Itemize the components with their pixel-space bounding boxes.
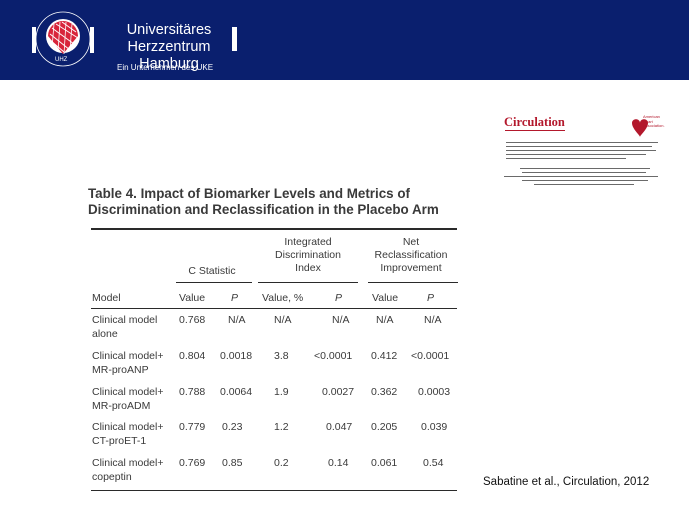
- table-cell: 0.779: [179, 421, 206, 433]
- article-text-line: [506, 142, 658, 144]
- table-cell: 0.0064: [220, 386, 253, 398]
- row-label: Clinical model+ MR-proANP: [92, 350, 164, 376]
- header-c-statistic: C Statistic: [188, 265, 236, 277]
- table-cell: 0.14: [328, 457, 349, 469]
- table-cell: 0.804: [179, 350, 206, 362]
- table-cell: 0.047: [326, 421, 353, 433]
- table-cell: N/A: [332, 314, 350, 326]
- table-cell: 1.2: [274, 421, 289, 433]
- table-cell: <0.0001: [411, 350, 450, 362]
- col-header-p: P: [231, 292, 239, 304]
- logo-abbreviation: UHZ: [55, 57, 68, 63]
- header-nri: Net Reclassification Improvement: [374, 236, 448, 274]
- citation: Sabatine et al., Circulation, 2012: [483, 476, 650, 488]
- table-cell: N/A: [376, 314, 394, 326]
- heart-torch-icon: [632, 119, 648, 137]
- uhz-logo: [32, 11, 94, 67]
- col-header-value: Value: [372, 292, 399, 304]
- table-cell: 0.85: [222, 457, 243, 469]
- table-cell: 0.205: [371, 421, 398, 433]
- table-cell: N/A: [424, 314, 442, 326]
- table-cell: 0.54: [423, 457, 444, 469]
- table-cell: 0.0018: [220, 350, 253, 362]
- journal-header-thumbnail: Circulation American Heart Association.: [498, 108, 668, 196]
- table-cell: 0.362: [371, 386, 398, 398]
- table-cell: 0.2: [274, 457, 289, 469]
- col-header-value: Value: [179, 292, 206, 304]
- table-cell: 0.061: [371, 457, 398, 469]
- header-idi: Integrated Discrimination Index: [275, 236, 341, 274]
- table-cell: 3.8: [274, 350, 289, 362]
- table-cell: 1.9: [274, 386, 289, 398]
- article-text-line: [522, 172, 646, 174]
- table-top-rule: [91, 228, 457, 230]
- table-title: Table 4. Impact of Biomarker Levels and …: [88, 186, 439, 217]
- journal-underline: [505, 130, 565, 131]
- col-header-model: Model: [92, 292, 121, 304]
- table-cell: N/A: [228, 314, 246, 326]
- article-text-line: [506, 146, 652, 148]
- table-cell: 0.768: [179, 314, 206, 326]
- group-rule-nri: [368, 282, 458, 283]
- row-label: Clinical model+ CT-proET-1: [92, 421, 164, 447]
- row-label: Clinical model+ copeptin: [92, 457, 164, 483]
- table-cell: N/A: [274, 314, 292, 326]
- row-label: Clinical model alone: [92, 314, 158, 340]
- table-cell: 0.0003: [418, 386, 451, 398]
- table-cell: <0.0001: [314, 350, 353, 362]
- journal-name: Circulation: [504, 115, 565, 129]
- table-bottom-rule: [91, 490, 457, 491]
- table-cell: 0.0027: [322, 386, 355, 398]
- row-label: Clinical model+ MR-proADM: [92, 386, 164, 412]
- header-rule: [91, 308, 457, 309]
- header-banner: UHZ Universitäres Herzzentrum Hamburg Ei…: [0, 0, 689, 80]
- institution-name: Universitäres Herzzentrum Hamburg: [126, 22, 212, 72]
- col-header-p: P: [335, 292, 343, 304]
- aha-publisher-text: American Heart Association.: [643, 114, 665, 128]
- article-text-line: [506, 150, 656, 152]
- article-text-line: [506, 158, 626, 160]
- group-rule-c: [176, 282, 252, 283]
- table-cell: 0.23: [222, 421, 243, 433]
- logo-bar-right: [232, 27, 237, 51]
- group-rule-idi: [258, 282, 358, 283]
- article-text-line: [520, 168, 650, 170]
- table-cell: 0.412: [371, 350, 398, 362]
- article-text-line: [506, 154, 646, 156]
- table-cell: 0.769: [179, 457, 206, 469]
- institution-tagline: Ein Unternehmen des UKE: [117, 63, 214, 72]
- col-header-p: P: [427, 292, 435, 304]
- col-header-value-pct: Value, %: [262, 292, 304, 304]
- article-text-line: [522, 180, 648, 182]
- table-cell: 0.788: [179, 386, 206, 398]
- table-cell: 0.039: [421, 421, 448, 433]
- article-text-line: [534, 184, 634, 186]
- article-text-line: [504, 176, 658, 178]
